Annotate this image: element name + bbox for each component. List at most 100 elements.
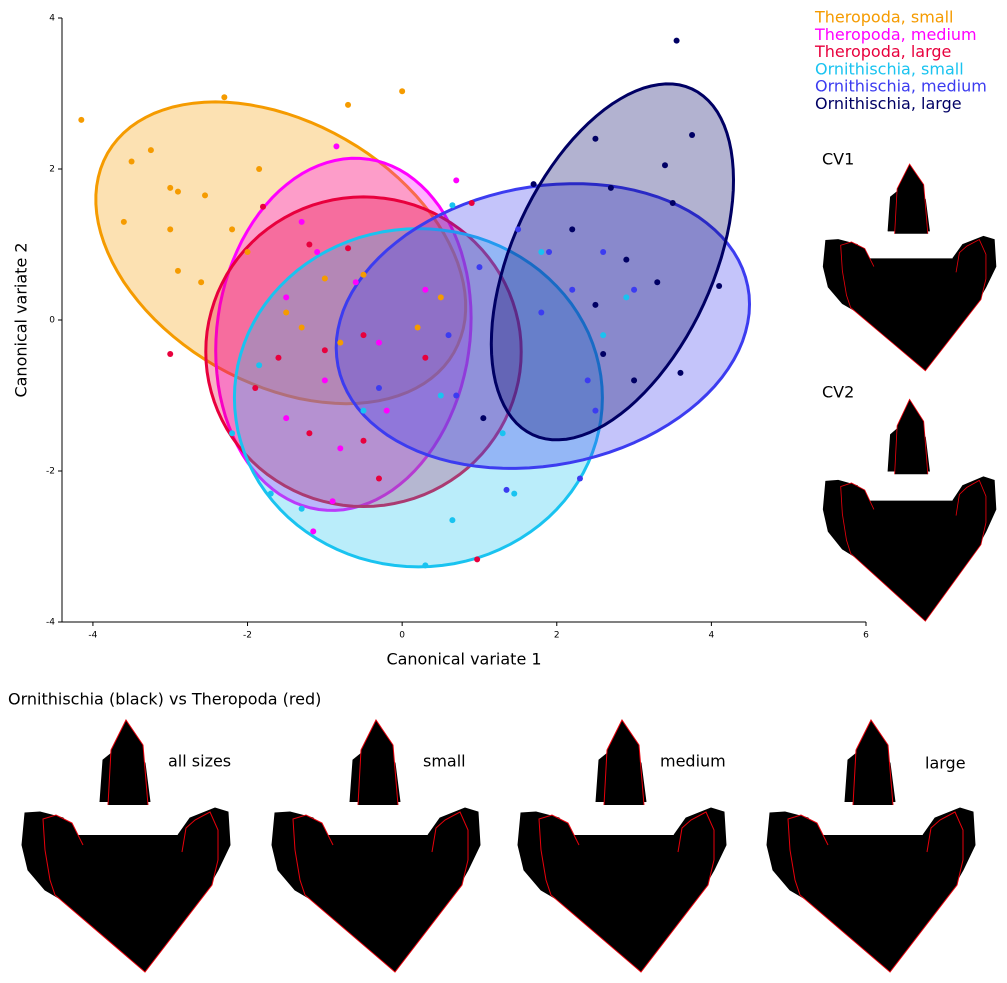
x-tick-label: 6 xyxy=(863,631,869,641)
point xyxy=(677,370,683,376)
point xyxy=(337,340,343,346)
point xyxy=(511,491,517,497)
panel-label: all sizes xyxy=(168,752,231,771)
point xyxy=(504,487,510,493)
point xyxy=(229,226,235,232)
point xyxy=(175,189,181,195)
y-axis-label: Canonical variate 2 xyxy=(12,242,31,397)
point xyxy=(260,204,266,210)
point xyxy=(515,226,521,232)
point xyxy=(546,249,552,255)
point xyxy=(252,385,258,391)
point xyxy=(221,94,227,100)
point xyxy=(662,162,668,168)
point xyxy=(322,377,328,383)
point xyxy=(299,506,305,512)
point xyxy=(670,200,676,206)
x-tick-label: 0 xyxy=(399,631,405,641)
point xyxy=(438,294,444,300)
point xyxy=(175,268,181,274)
point xyxy=(600,351,606,357)
point xyxy=(361,408,367,414)
point xyxy=(422,355,428,361)
point xyxy=(438,393,444,399)
point xyxy=(422,562,428,568)
point xyxy=(376,476,382,482)
cv-label: CV2 xyxy=(822,383,854,402)
point xyxy=(600,332,606,338)
legend-entry: Ornithischia, medium xyxy=(815,77,987,96)
panel-label: small xyxy=(423,752,466,771)
point xyxy=(449,517,455,523)
point xyxy=(361,332,367,338)
y-tick-label: -4 xyxy=(46,618,55,628)
point xyxy=(500,430,506,436)
point xyxy=(399,88,405,94)
point xyxy=(376,340,382,346)
point xyxy=(577,476,583,482)
point xyxy=(569,226,575,232)
point xyxy=(283,415,289,421)
point xyxy=(314,249,320,255)
point xyxy=(129,158,135,164)
point xyxy=(121,219,127,225)
point xyxy=(415,325,421,331)
point xyxy=(229,430,235,436)
point xyxy=(306,242,312,248)
point xyxy=(631,377,637,383)
point xyxy=(654,279,660,285)
point xyxy=(469,200,475,206)
figure: CV1 CV2 Ornithischia (black) vs Theropod… xyxy=(0,0,1007,983)
cv-label: CV1 xyxy=(822,150,854,169)
point xyxy=(585,377,591,383)
point xyxy=(631,287,637,293)
shape-cv1 xyxy=(823,164,996,371)
point xyxy=(538,309,544,315)
point xyxy=(167,226,173,232)
point xyxy=(306,430,312,436)
x-tick-label: 2 xyxy=(554,631,560,641)
caption: Ornithischia (black) vs Theropoda (red) xyxy=(8,690,321,709)
x-tick-label: -4 xyxy=(88,631,97,641)
y-tick-label: 4 xyxy=(49,14,55,24)
point xyxy=(361,272,367,278)
x-axis-label: Canonical variate 1 xyxy=(386,650,541,669)
legend-entry: Theropoda, large xyxy=(814,42,951,61)
legend-entry: Theropoda, small xyxy=(814,8,953,27)
point xyxy=(345,102,351,108)
point xyxy=(623,294,629,300)
x-tick-label: -2 xyxy=(243,631,252,641)
point xyxy=(453,393,459,399)
point xyxy=(198,279,204,285)
point xyxy=(148,147,154,153)
point xyxy=(592,302,598,308)
point xyxy=(449,202,455,208)
point xyxy=(256,362,262,368)
point xyxy=(608,185,614,191)
point xyxy=(330,498,336,504)
point xyxy=(531,181,537,187)
point xyxy=(422,287,428,293)
point xyxy=(275,355,281,361)
shape-cv2 xyxy=(823,399,996,621)
legend-entry: Theropoda, medium xyxy=(814,25,977,44)
point xyxy=(716,283,722,289)
point xyxy=(283,309,289,315)
y-tick-label: 0 xyxy=(49,316,55,326)
point xyxy=(446,332,452,338)
y-tick-label: -2 xyxy=(46,467,55,477)
point xyxy=(283,294,289,300)
point xyxy=(299,325,305,331)
point xyxy=(353,279,359,285)
point xyxy=(476,264,482,270)
point xyxy=(256,166,262,172)
point xyxy=(689,132,695,138)
point xyxy=(600,249,606,255)
point xyxy=(376,385,382,391)
point xyxy=(322,347,328,353)
x-tick-label: 4 xyxy=(709,631,715,641)
point xyxy=(592,408,598,414)
y-tick-label: 2 xyxy=(49,165,55,175)
point xyxy=(167,185,173,191)
point xyxy=(167,351,173,357)
